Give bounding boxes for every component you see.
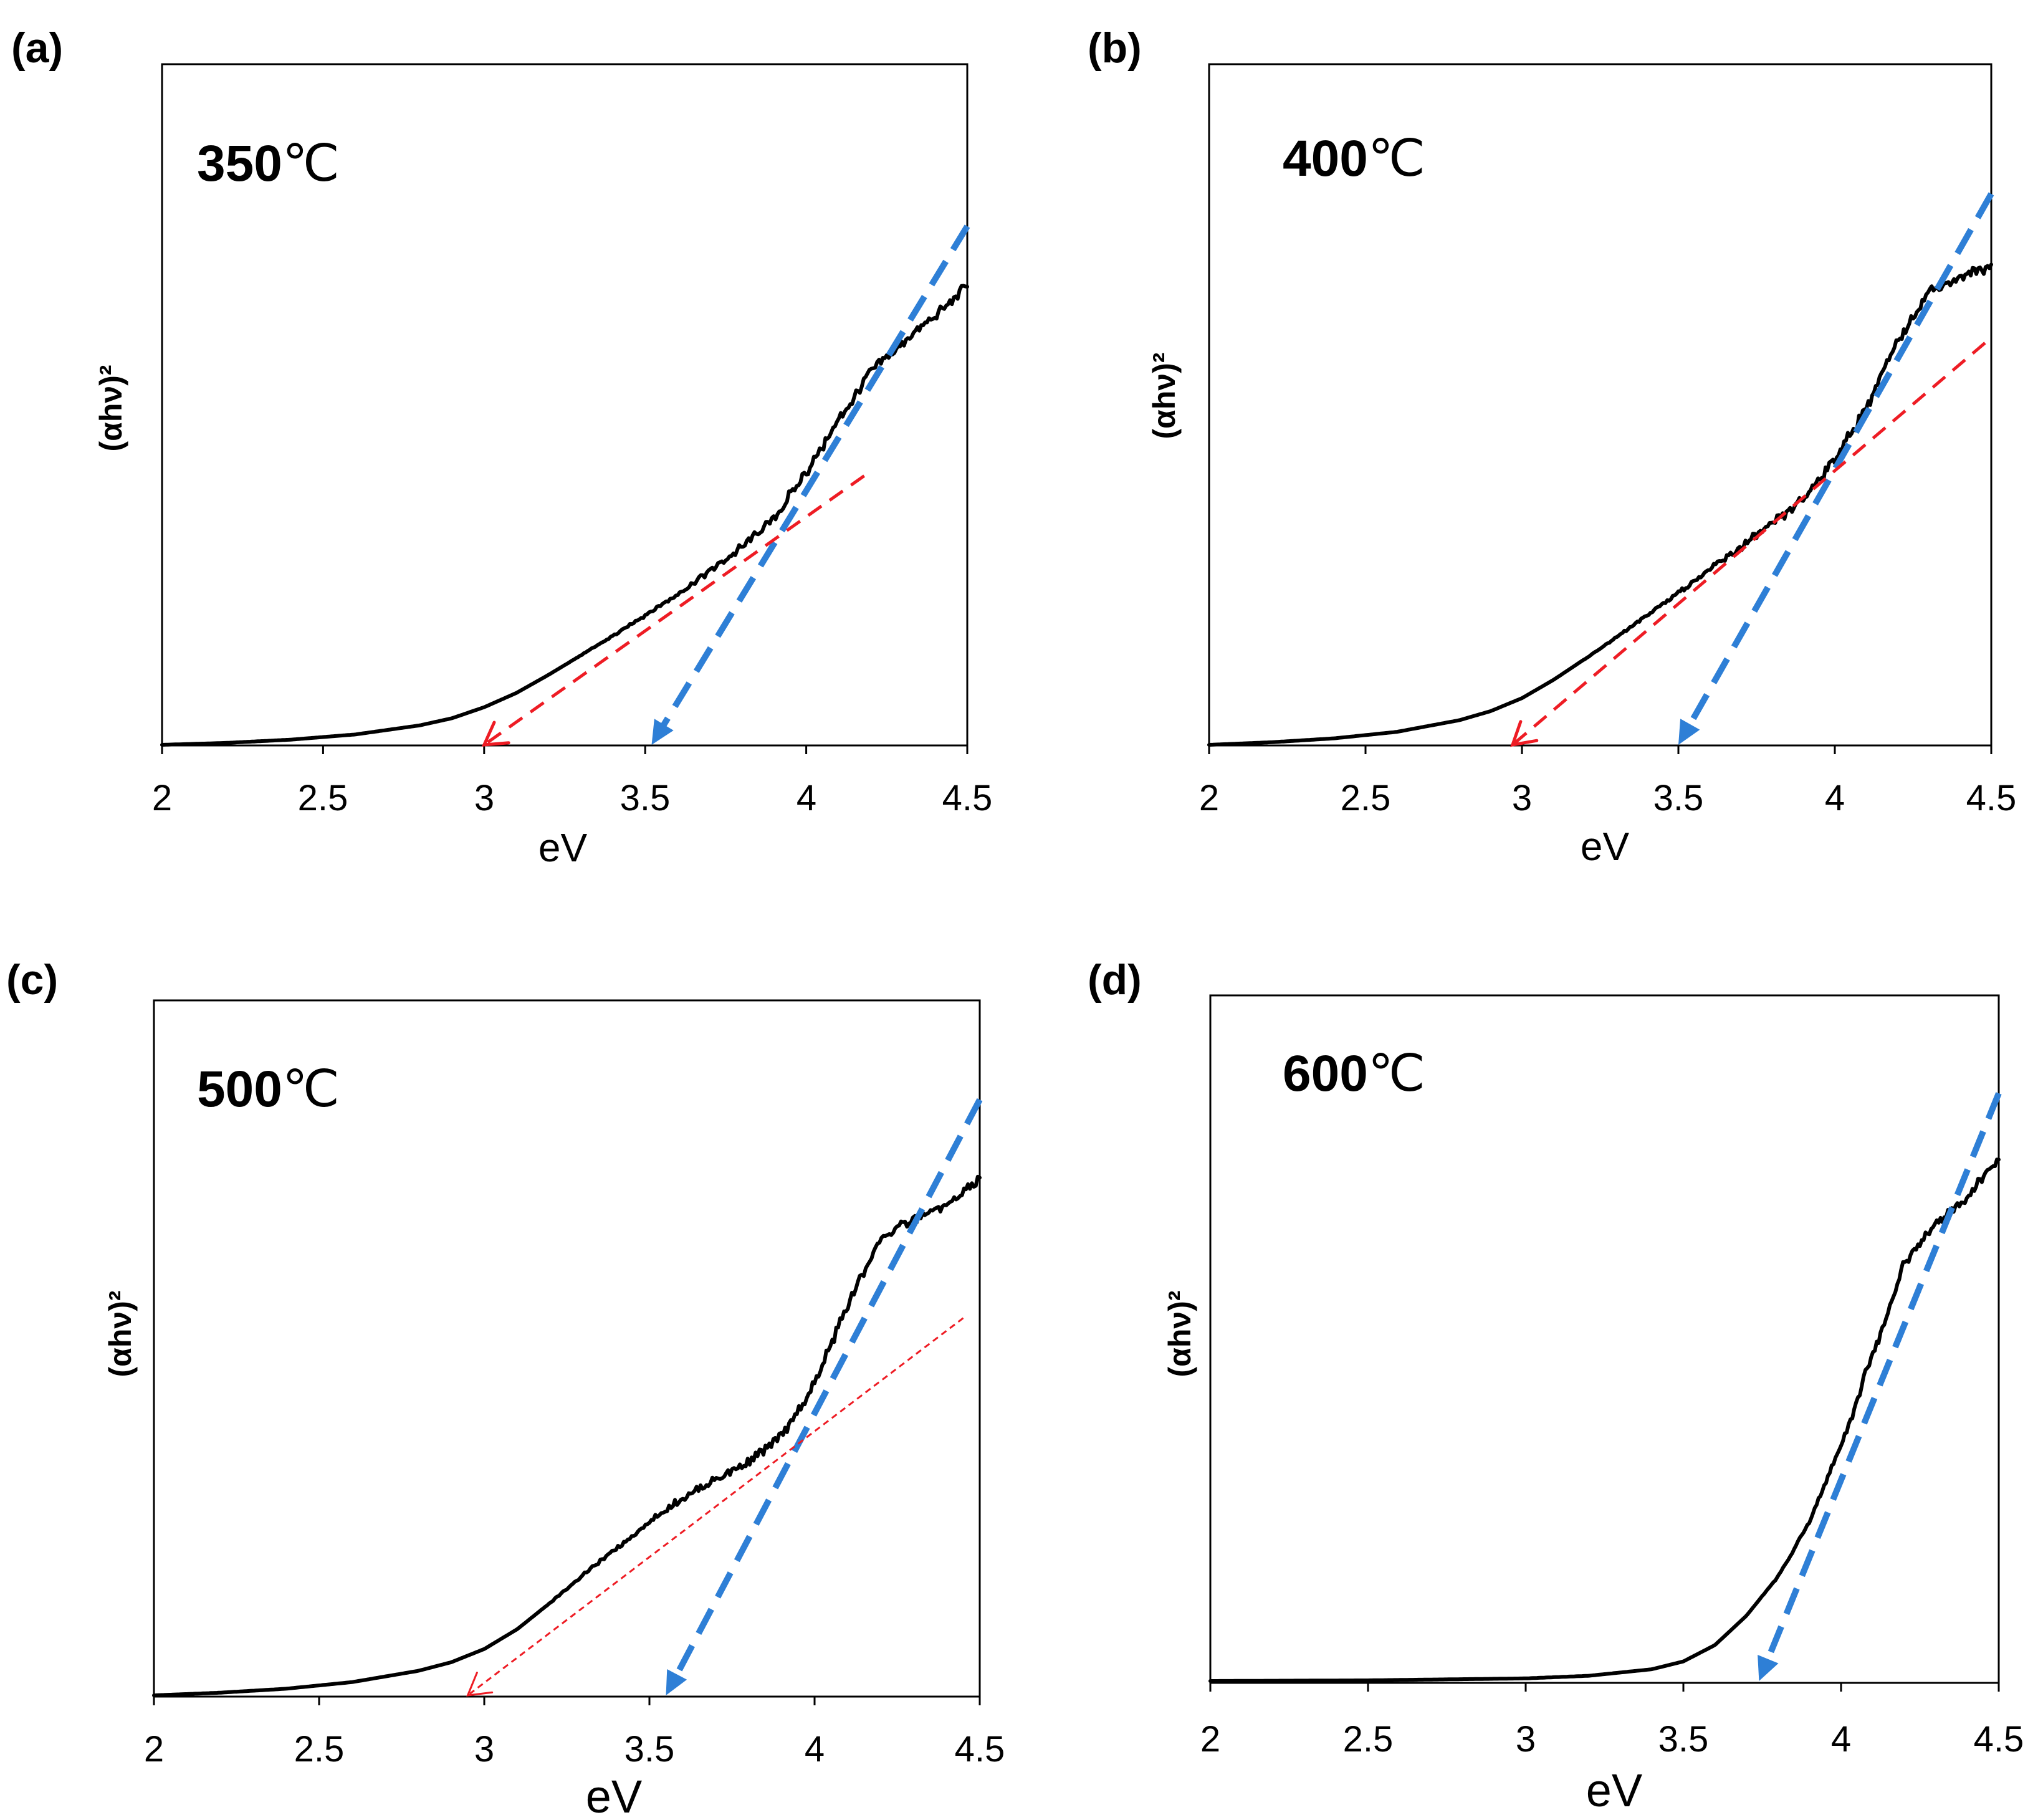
x-tick-label: 4.5 [942, 778, 993, 818]
y-axis-label-c: (αhν)² [103, 1290, 138, 1377]
x-axis-label-c: eV [586, 1771, 643, 1820]
x-tick-label: 3.5 [620, 778, 671, 818]
y-axis-label-d: (αhν)² [1162, 1290, 1197, 1377]
x-tick-label: 4 [797, 778, 816, 818]
panel-label-d: (d) [1088, 956, 1142, 1003]
x-tick-label: 2.5 [1341, 778, 1391, 818]
plot-frame-b [1208, 63, 1993, 747]
plot-frame-a [161, 63, 969, 747]
panel-a: (a) 350℃ 2 2.5 3 3.5 4 4.5 eV (αhν)² [11, 24, 992, 870]
x-tick-label: 3.5 [1658, 1719, 1709, 1760]
spectrum-line-d [1208, 1157, 2001, 1683]
x-tick-label: 3.5 [624, 1729, 675, 1770]
blue-fit-line-c [672, 1098, 983, 1680]
x-tick-label: 3 [1516, 1719, 1536, 1760]
x-tick-labels-c: 2 2.5 3 3.5 4 4.5 [144, 1729, 1005, 1770]
x-tick-label: 3 [474, 1729, 494, 1770]
red-arrowhead-b [1510, 720, 1539, 747]
panel-b: (b) 400℃ 2 2.5 3 3.5 4 4.5 eV (αhν)² [1088, 24, 2016, 869]
x-tick-label: 2 [1199, 778, 1219, 818]
x-tick-label: 2 [152, 778, 172, 818]
red-arrowhead-a [481, 721, 510, 747]
x-tick-labels-d: 2 2.5 3 3.5 4 4.5 [1200, 1719, 2024, 1760]
red-arrowhead-c [466, 1672, 494, 1697]
x-tick-label: 2.5 [298, 778, 348, 818]
blue-fit-line-a [659, 224, 970, 730]
x-tick-labels-a: 2 2.5 3 3.5 4 4.5 [152, 778, 992, 818]
x-tick-label: 2.5 [294, 1729, 345, 1770]
x-tick-label: 4.5 [1974, 1719, 2024, 1760]
temperature-label-a: 350℃ [197, 135, 340, 192]
panel-label-c: (c) [6, 956, 58, 1003]
x-tick-label: 2 [144, 1729, 164, 1770]
x-tick-label: 4 [805, 1729, 825, 1770]
x-tick-label: 4 [1825, 778, 1845, 818]
x-tick-label: 3.5 [1653, 778, 1704, 818]
x-tick-label: 4.5 [955, 1729, 1005, 1770]
spectrum-line-a [160, 284, 969, 747]
blue-arrowhead-c [666, 1669, 687, 1695]
x-tick-label: 3 [474, 778, 494, 818]
blue-arrowhead-b [1678, 719, 1700, 745]
chart-marks-layer [152, 192, 2002, 1705]
temperature-label-c: 500℃ [197, 1061, 340, 1118]
x-tick-label: 4.5 [1966, 778, 2017, 818]
x-tick-label: 4 [1831, 1719, 1851, 1760]
y-axis-label-a: (αhν)² [93, 365, 128, 451]
temperature-label-b: 400℃ [1283, 130, 1425, 187]
blue-arrowhead-d [1758, 1655, 1779, 1681]
x-axis-label-a: eV [538, 825, 588, 870]
plot-marks-b [1207, 192, 1994, 754]
blue-arrowhead-a [651, 719, 674, 745]
temperature-label-d: 600℃ [1283, 1045, 1425, 1102]
plot-frame-c [153, 999, 981, 1698]
x-tick-labels-b: 2 2.5 3 3.5 4 4.5 [1199, 778, 2016, 818]
red-fit-line-c [469, 1317, 964, 1695]
panel-c: (c) 500℃ 2 2.5 3 3.5 4 4.5 eV (αhν)² [6, 956, 1005, 1820]
x-tick-label: 2 [1200, 1719, 1220, 1760]
plot-marks-c [152, 1098, 983, 1705]
blue-fit-line-b [1685, 192, 1994, 730]
blue-fit-line-d [1763, 1092, 2002, 1665]
panel-label-a: (a) [11, 24, 63, 72]
x-axis-label-b: eV [1581, 824, 1630, 869]
panel-label-b: (b) [1088, 24, 1142, 72]
spectrum-line-c [152, 1174, 982, 1697]
x-tick-label: 2.5 [1343, 1719, 1394, 1760]
x-tick-label: 3 [1512, 778, 1532, 818]
plot-marks-d [1208, 1092, 2002, 1692]
x-axis-label-d: eV [1586, 1765, 1643, 1816]
panel-d: (d) 600℃ 2 2.5 3 3.5 4 4.5 eV (αhν)² [1088, 956, 2024, 1816]
plot-frame-d [1209, 994, 2000, 1684]
y-axis-label-b: (αhν)² [1147, 352, 1182, 439]
plot-marks-a [160, 224, 970, 754]
